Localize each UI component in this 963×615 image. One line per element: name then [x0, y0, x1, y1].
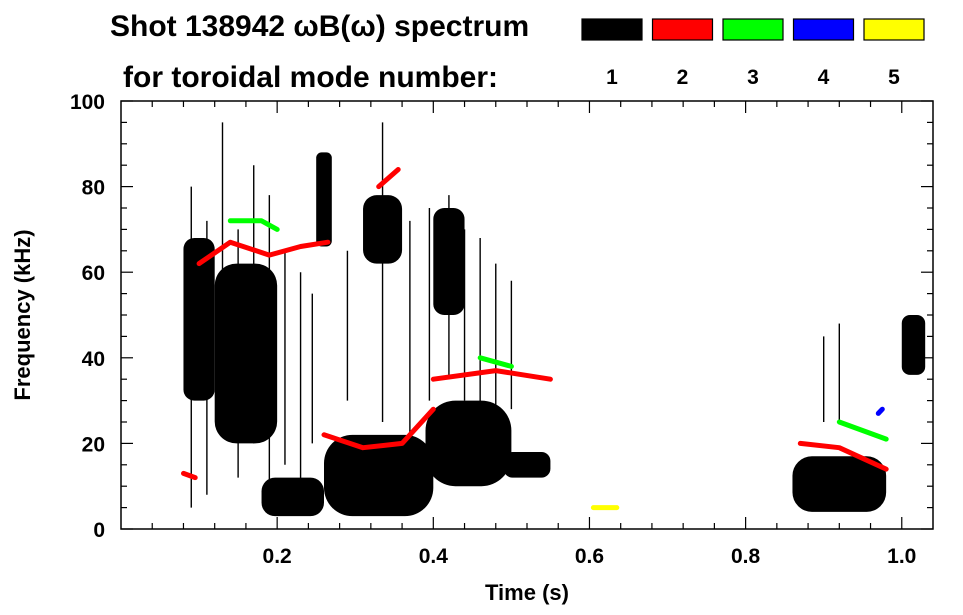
trace-mode-2-5: [181, 470, 198, 481]
trace-mode-2-4: [376, 167, 401, 190]
legend-label-1: 1: [606, 66, 618, 89]
legend-swatch-5: [863, 18, 925, 41]
blob-mode-1-10: [901, 315, 926, 375]
y-tick-label: 0: [93, 519, 105, 542]
chart-subtitle: for toroidal mode number:: [123, 61, 498, 94]
x-tick-label: 0.6: [575, 545, 604, 568]
x-axis: 0.2 0.4 0.6 0.8 1.0: [151, 101, 916, 568]
trace-mode-2-0: [196, 239, 331, 267]
legend-swatch-3: [722, 18, 784, 41]
blob-mode-1-4: [324, 434, 434, 517]
y-axis-label: Frequency (kHz): [10, 229, 35, 400]
blob-mode-1-7: [503, 451, 551, 478]
plot-area: [181, 122, 926, 517]
y-axis: 0 20 40 60 80 100: [70, 91, 933, 542]
y-tick-label: 60: [82, 262, 105, 285]
x-tick-label: 0.2: [263, 545, 292, 568]
blob-mode-1-1: [214, 263, 278, 444]
legend: 1 2 3 4 5: [581, 18, 925, 89]
y-tick-label: 40: [82, 348, 105, 371]
x-tick-label: 0.4: [419, 545, 449, 568]
legend-label-4: 4: [818, 66, 830, 89]
blob-mode-1-9: [792, 456, 887, 512]
trace-mode-4-9: [875, 406, 885, 416]
legend-swatch-2: [651, 18, 714, 41]
legend-label-5: 5: [888, 66, 900, 89]
chart-title: Shot 138942 ωB(ω) spectrum: [110, 10, 529, 43]
blob-mode-1-8: [433, 208, 465, 315]
legend-swatch-1: [581, 18, 643, 41]
trace-mode-3-7: [477, 355, 514, 369]
blob-mode-1-5: [363, 195, 403, 264]
x-axis-label: Time (s): [485, 580, 569, 605]
y-tick-label: 20: [82, 433, 105, 456]
blob-mode-1-0: [183, 237, 215, 401]
trace-mode-3-8: [836, 419, 889, 442]
trace-mode-2-1: [321, 406, 436, 451]
trace-mode-2-2: [430, 368, 553, 382]
legend-label-3: 3: [747, 66, 759, 89]
y-tick-label: 100: [70, 91, 105, 114]
legend-swatch-4: [792, 18, 855, 41]
x-tick-label: 1.0: [887, 545, 916, 568]
y-tick-label: 80: [82, 177, 105, 200]
legend-label-2: 2: [677, 66, 689, 89]
blob-mode-1-6: [425, 400, 512, 487]
trace-mode-2-3: [797, 440, 889, 472]
blob-mode-1-2: [261, 477, 324, 517]
x-tick-label: 0.8: [731, 545, 761, 568]
trace-mode-3-6: [227, 218, 280, 232]
blob-mode-1-3: [316, 152, 332, 247]
